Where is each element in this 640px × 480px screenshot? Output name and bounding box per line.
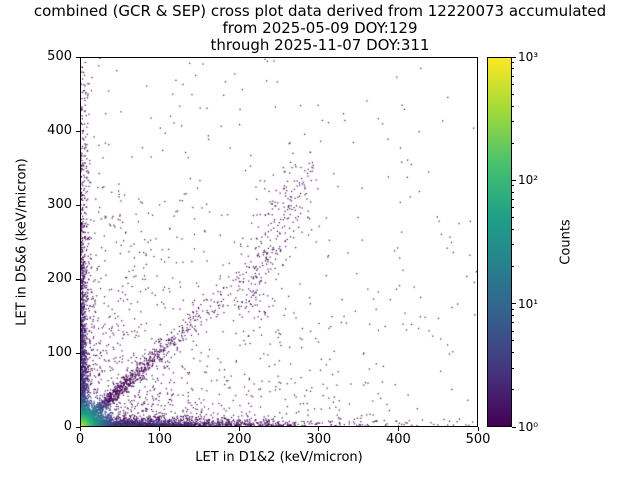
x-tick-mark: [159, 427, 161, 431]
colorbar-minor-tick-mark: [512, 266, 514, 268]
y-tick-label: 400: [47, 123, 72, 138]
y-tick-label: 100: [47, 345, 72, 360]
colorbar-tick-label: 10³: [518, 50, 539, 64]
y-tick-label: 0: [63, 419, 72, 434]
colorbar-minor-tick-mark: [512, 367, 514, 369]
colorbar-minor-tick-mark: [512, 315, 514, 317]
colorbar-minor-tick-mark: [512, 244, 514, 246]
x-tick-mark: [238, 427, 240, 431]
plot-area: [80, 57, 478, 427]
x-tick-mark: [397, 427, 399, 431]
colorbar-minor-tick-mark: [512, 228, 514, 230]
y-tick-mark: [76, 204, 80, 206]
y-tick-mark: [76, 426, 80, 428]
colorbar-minor-tick-mark: [512, 308, 514, 310]
colorbar-minor-tick-mark: [512, 340, 514, 342]
y-tick-label: 500: [47, 49, 72, 64]
x-tick-mark: [477, 427, 479, 431]
colorbar-minor-tick-mark: [512, 75, 514, 77]
colorbar-minor-tick-mark: [512, 330, 514, 332]
colorbar-minor-tick-mark: [512, 83, 514, 85]
y-tick-mark: [76, 56, 80, 58]
x-tick-mark: [318, 427, 320, 431]
x-tick-label: 200: [226, 432, 252, 447]
colorbar-tick-mark: [512, 426, 516, 428]
x-tick-label: 400: [385, 432, 411, 447]
colorbar-minor-tick-mark: [512, 105, 514, 107]
colorbar-minor-tick-mark: [512, 389, 514, 391]
colorbar-minor-tick-mark: [512, 185, 514, 187]
chart-title: combined (GCR & SEP) cross plot data der…: [0, 3, 640, 54]
scatter-canvas: [81, 58, 477, 426]
colorbar-tick-mark: [512, 56, 516, 58]
colorbar-minor-tick-mark: [512, 207, 514, 209]
y-tick-mark: [76, 352, 80, 354]
y-tick-mark: [76, 278, 80, 280]
title-line-2: from 2025-05-09 DOY:129: [222, 19, 418, 37]
y-axis-label: LET in D5&6 (keV/micron): [14, 158, 30, 326]
colorbar: [487, 57, 512, 427]
colorbar-minor-tick-mark: [512, 142, 514, 144]
x-tick-label: 0: [75, 432, 85, 447]
x-tick-label: 300: [306, 432, 332, 447]
x-axis-label: LET in D1&2 (keV/micron): [195, 450, 363, 465]
colorbar-minor-tick-mark: [512, 93, 514, 95]
x-tick-label: 500: [465, 432, 491, 447]
colorbar-tick-label: 10¹: [518, 296, 539, 311]
colorbar-minor-tick-mark: [512, 191, 514, 193]
colorbar-label: Counts: [558, 219, 574, 265]
y-tick-label: 200: [47, 271, 72, 286]
y-tick-label: 300: [47, 197, 72, 212]
colorbar-minor-tick-mark: [512, 62, 514, 64]
colorbar-minor-tick-mark: [512, 68, 514, 70]
colorbar-minor-tick-mark: [512, 120, 514, 122]
colorbar-tick-mark: [512, 303, 516, 305]
colorbar-tick-label: 10⁰: [518, 420, 539, 434]
colorbar-minor-tick-mark: [512, 198, 514, 200]
x-tick-mark: [79, 427, 81, 431]
title-line-1: combined (GCR & SEP) cross plot data der…: [33, 2, 607, 20]
title-line-3: through 2025-11-07 DOY:311: [210, 36, 430, 54]
colorbar-minor-tick-mark: [512, 352, 514, 354]
colorbar-tick-mark: [512, 179, 516, 181]
colorbar-minor-tick-mark: [512, 322, 514, 324]
y-tick-mark: [76, 130, 80, 132]
x-tick-label: 100: [147, 432, 172, 447]
colorbar-tick-label: 10²: [518, 173, 539, 188]
colorbar-minor-tick-mark: [512, 216, 514, 218]
